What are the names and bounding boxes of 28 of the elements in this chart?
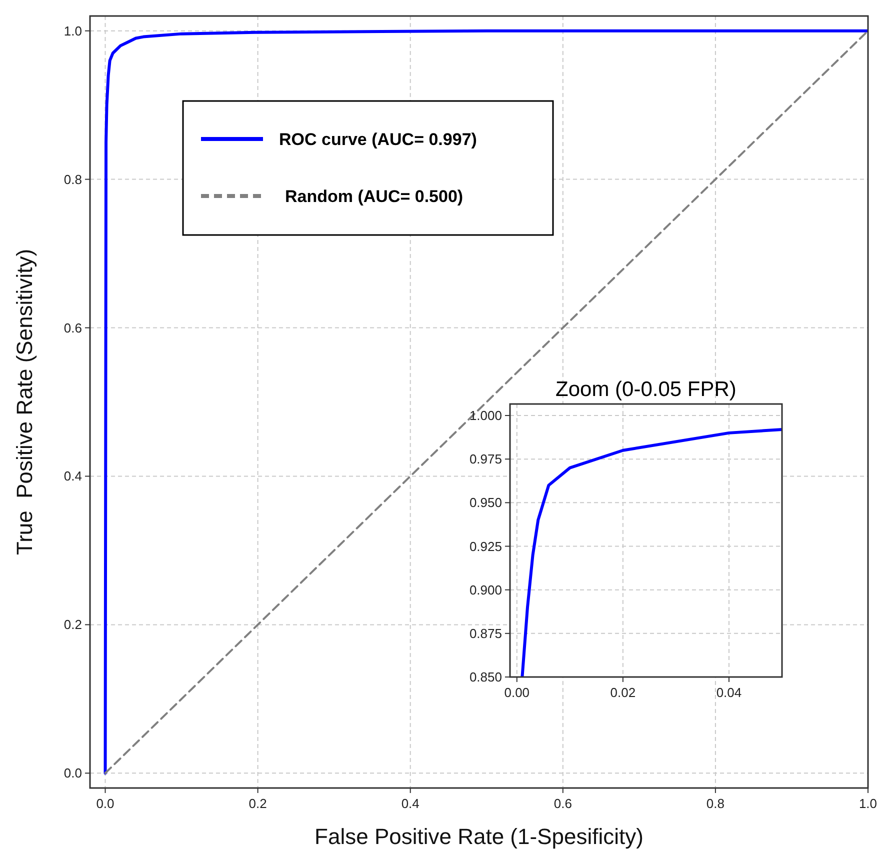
- x-tick-label: 0.8: [706, 796, 724, 811]
- x-tick-label: 0.00: [504, 685, 530, 700]
- legend-label: Random (AUC= 0.500): [285, 187, 464, 206]
- y-tick-label: 0.2: [64, 617, 82, 632]
- x-tick-label: 0.02: [610, 685, 636, 700]
- x-tick-label: 0.04: [716, 685, 742, 700]
- x-tick-label: 0.4: [401, 796, 420, 811]
- y-tick-label: 1.0: [64, 23, 82, 38]
- y-tick-label: 0.925: [469, 538, 502, 554]
- y-tick-label: 0.0: [64, 766, 82, 781]
- y-tick-label: 0.6: [64, 320, 82, 336]
- line-series: [520, 428, 782, 677]
- y-tick-label: 0.975: [469, 452, 502, 467]
- chart-title: Zoom (0-0.05 FPR): [556, 378, 736, 401]
- y-tick-label: 0.950: [469, 495, 502, 510]
- y-tick-label: 1.000: [469, 408, 502, 424]
- y-tick-label: 0.850: [469, 670, 502, 684]
- x-tick-label: 0.0: [96, 796, 114, 811]
- y-axis-title: True Positive Rate (Sensitivity): [12, 248, 37, 556]
- x-tick-label: 1.0: [858, 796, 878, 811]
- y-tick-label: 0.4: [64, 468, 82, 484]
- x-axis-title: False Positive Rate (1-Spesificity): [314, 824, 644, 849]
- x-tick-label: 0.2: [248, 796, 267, 811]
- y-tick-label: 0.900: [469, 582, 502, 598]
- x-tick-label: 0.6: [554, 796, 572, 811]
- legend-label: ROC curve (AUC= 0.997): [279, 130, 477, 149]
- y-tick-label: 0.8: [64, 172, 82, 187]
- y-tick-label: 0.875: [469, 626, 502, 641]
